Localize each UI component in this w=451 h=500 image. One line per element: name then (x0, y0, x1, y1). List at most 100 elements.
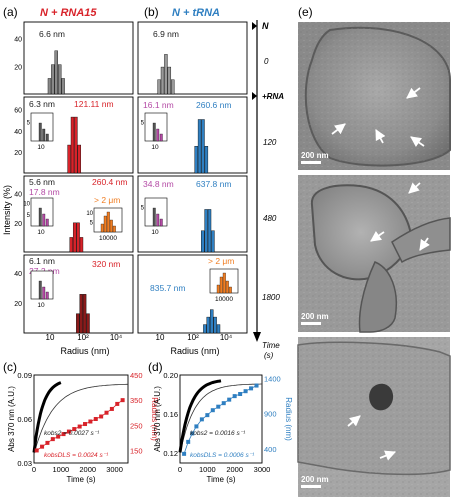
bar (70, 116, 75, 174)
micrograph-2: 200 nm (298, 175, 451, 333)
bar (194, 146, 198, 174)
ytick: 0.12 (163, 449, 178, 458)
xtick: 1000 (199, 465, 216, 474)
inset-ytick: 10 (23, 202, 30, 208)
dls-frame-b2 (137, 96, 248, 174)
bar (171, 79, 175, 95)
time-mark-rna: +RNA (262, 92, 284, 101)
time-mark-480: 480 (263, 214, 277, 223)
absorbance-data (178, 379, 222, 453)
bar (209, 309, 214, 334)
bar (164, 54, 168, 95)
ytick: 0.06 (17, 415, 32, 424)
time-mark-120: 120 (263, 138, 277, 147)
bar (47, 78, 52, 95)
ytick: 0.09 (17, 371, 32, 380)
bar (51, 64, 55, 95)
xtick: 2000 (226, 465, 243, 474)
xlabel: Time (s) (206, 475, 235, 484)
peak-label: 17.8 nm (29, 187, 60, 197)
peak-label: > 2 μm (208, 256, 234, 266)
annotation-kobs2: kobs2 = 0.0016 s⁻¹ (190, 430, 246, 437)
histogram-b1 (157, 54, 175, 95)
y2tick: 150 (130, 446, 143, 455)
ytick: 0.16 (163, 410, 178, 419)
inset-a2: 10 5 (27, 112, 54, 151)
dls-frame-b3 (137, 175, 248, 253)
bar (211, 230, 215, 253)
xtick: 3000 (106, 465, 123, 474)
xlabel: Time (s) (66, 475, 95, 484)
bar (74, 116, 78, 174)
micrograph-3: 200 nm (297, 337, 451, 497)
inset-b2: 10 5 (141, 112, 168, 151)
ytick-1-20: 20 (14, 64, 22, 71)
radius-point (182, 451, 187, 456)
bar (206, 316, 211, 334)
peak-label: 260.6 nm (196, 100, 231, 110)
panel-letter-a: (a) (3, 5, 18, 19)
xtick: 1000 (53, 465, 70, 474)
histogram-b3 (201, 209, 215, 253)
inset-xtick: 10000 (215, 296, 233, 303)
peak-label: 835.7 nm (150, 283, 185, 293)
bar (203, 324, 207, 334)
inset-orange-b4: 10000 (209, 268, 239, 303)
peak-label: 6.1 nm (29, 256, 55, 266)
radius-point (254, 383, 259, 388)
y2tick: 900 (264, 410, 277, 419)
ytick-1-40: 40 (14, 37, 22, 44)
peak-label: 637.8 nm (196, 179, 231, 189)
xtick: 3000 (254, 465, 271, 474)
time-label: Time (262, 341, 280, 350)
peak-label: 121.11 nm (74, 99, 114, 109)
time-unit: (s) (264, 351, 274, 360)
dls-xlabel-a: Radius (nm) (60, 346, 109, 356)
ytick-2-20: 20 (14, 150, 22, 157)
scalebar-label-3: 200 nm (301, 475, 329, 484)
bar (204, 146, 209, 174)
ytick-4-40: 40 (14, 271, 22, 278)
ylabel: Abs 370 nm (A.U.) (153, 386, 162, 452)
plot-frame (179, 374, 263, 464)
bar (76, 313, 80, 334)
ytick: 0.20 (163, 371, 178, 380)
histogram-a3 (69, 222, 84, 253)
inset-ytick: 5 (90, 220, 94, 226)
time-mark-N: N (262, 21, 269, 31)
y2tick: 450 (130, 371, 143, 380)
panel-letter-d: (d) (148, 360, 163, 374)
peak-label: 34.8 nm (143, 179, 174, 189)
peak-label: 260.4 nm (92, 177, 127, 187)
bar (160, 66, 165, 95)
bar (76, 222, 80, 253)
ytick-3-40: 40 (14, 192, 22, 199)
inset-xtick: 10 (37, 229, 45, 236)
bar (157, 79, 161, 95)
bar (79, 237, 84, 253)
time-mark-0: 0 (264, 57, 269, 66)
ytick: 0.03 (17, 459, 32, 468)
peak-label: 6.9 nm (153, 29, 179, 39)
bar (216, 324, 221, 334)
annotation-kobs2: kobs2 = 0.0027 s⁻¹ (44, 430, 100, 437)
peak-label: 6.3 nm (29, 99, 55, 109)
bar (197, 119, 202, 174)
inset-xtick: 10 (37, 144, 45, 151)
peak-label: 6.6 nm (39, 29, 65, 39)
panel-title-a: N + RNA15 (40, 7, 97, 19)
histogram-a4 (76, 294, 90, 334)
inset-b3: 10 5 (141, 197, 168, 236)
bar (67, 144, 71, 174)
ylabel: Abs 370 nm (A.U.) (7, 386, 16, 452)
xtick-b-100: 10² (187, 333, 199, 342)
chart-c: 0 1000 2000 3000 0.03 0.06 0.09 150 250 350 450 Tim… (7, 371, 159, 484)
xtick: 0 (32, 465, 36, 474)
panel-letter-e: (e) (298, 5, 313, 19)
bar (79, 294, 83, 334)
inset-ytick: 5 (27, 213, 31, 219)
annotation-kobsdls: kobsDLS = 0.0006 s⁻¹ (190, 452, 255, 459)
dls-histograms: 20 40 6.6 nm 20 40 60 6.3 nm 121.11 nm 10 5 20 40 5.… (14, 29, 239, 334)
peak-label: 320 nm (92, 259, 120, 269)
panel-letter-b: (b) (144, 5, 159, 19)
